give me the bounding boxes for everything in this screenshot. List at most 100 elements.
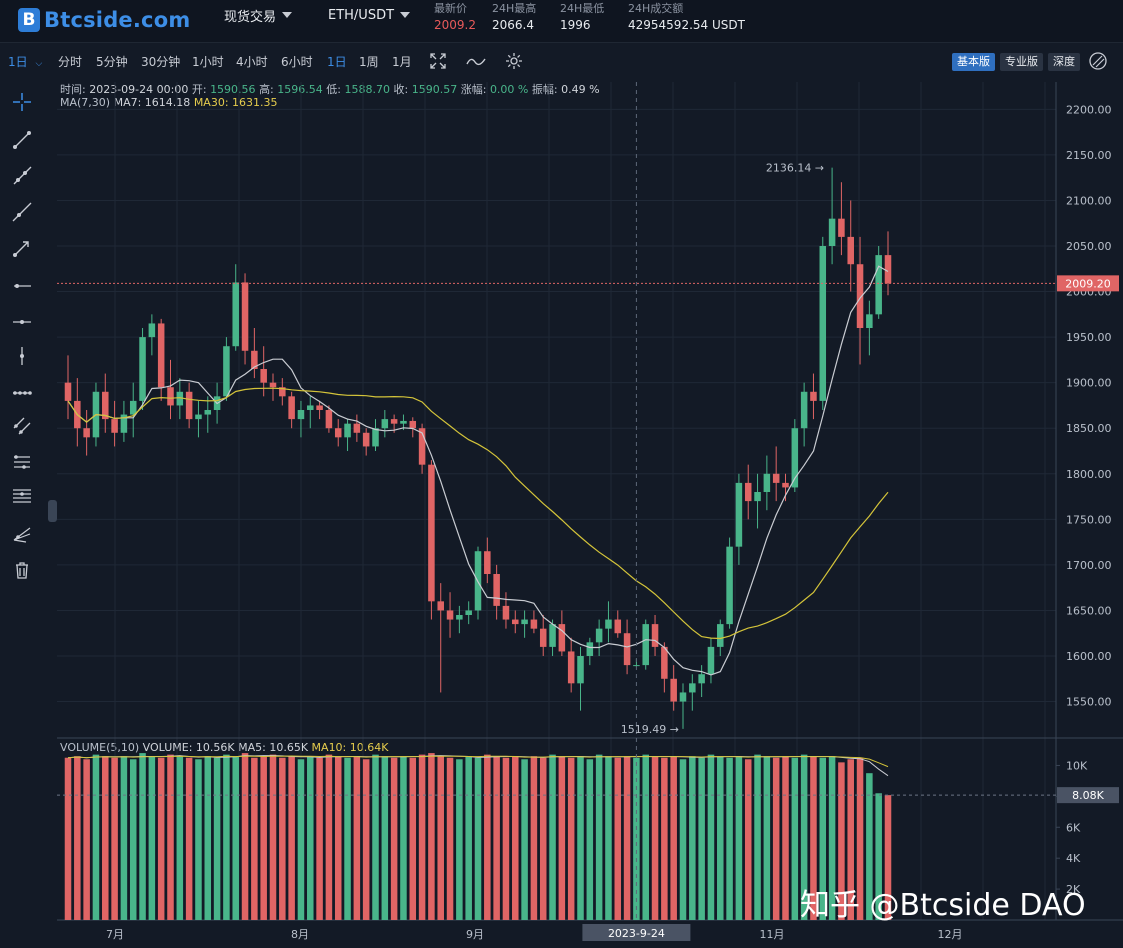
interval-tab[interactable]: 1月 xyxy=(392,55,412,69)
candle-body xyxy=(800,391,808,429)
candle-body xyxy=(661,646,668,679)
fibonacci-icon[interactable] xyxy=(12,452,32,472)
mode-basic-button[interactable]: 基本版 xyxy=(952,53,995,71)
price-tick-label: 2050.00 xyxy=(1066,240,1112,253)
parallel-line-icon[interactable] xyxy=(12,416,32,436)
volume-bar xyxy=(372,754,379,920)
price-tick-label: 1800.00 xyxy=(1066,468,1112,481)
candle-body xyxy=(325,410,333,429)
interval-tab[interactable]: 1小时 xyxy=(192,55,224,69)
volume-bar xyxy=(689,756,696,920)
candle-body xyxy=(539,628,547,647)
candle-body xyxy=(269,382,277,388)
candle-body xyxy=(484,551,491,574)
volume-bar xyxy=(400,756,407,920)
candle-body xyxy=(847,236,854,265)
interval-tab[interactable]: 5分钟 xyxy=(96,55,128,69)
candle-body xyxy=(679,692,687,702)
amplitude-value: 0.49 % xyxy=(561,83,600,96)
price-channel-icon[interactable] xyxy=(12,380,32,400)
price-tick-label: 2100.00 xyxy=(1066,194,1112,207)
candle-body xyxy=(726,546,733,625)
mode-pro-button[interactable]: 专业版 xyxy=(1000,53,1043,71)
volume-bar xyxy=(195,759,202,920)
crosshair-icon[interactable] xyxy=(12,92,32,112)
current-volume-label: 8.08K xyxy=(1072,789,1104,802)
mode-depth-button[interactable]: 深度 xyxy=(1048,53,1080,71)
candle-body xyxy=(409,420,417,429)
current-price-badge xyxy=(1057,275,1119,292)
candle-body xyxy=(577,656,584,684)
stat-value: 42954592.54 USDT xyxy=(628,18,745,32)
period-select[interactable]: 1日 ⌵ xyxy=(8,53,42,70)
candle-body xyxy=(353,423,361,433)
pitchfork-icon[interactable] xyxy=(12,524,32,544)
settings-gear-icon[interactable] xyxy=(504,51,524,74)
price-tick-label: 1650.00 xyxy=(1066,604,1112,617)
candle-body xyxy=(418,428,426,465)
candle-body xyxy=(83,428,90,438)
arrow-line-icon[interactable] xyxy=(12,238,32,258)
price-tick-label: 1900.00 xyxy=(1066,377,1112,390)
theme-palette-icon[interactable] xyxy=(1088,51,1108,74)
multi-line-icon[interactable] xyxy=(12,486,32,506)
chart-type-icon[interactable] xyxy=(465,51,487,74)
line-segment-icon[interactable] xyxy=(12,130,32,150)
current-price-label: 2009.20 xyxy=(1065,277,1111,290)
candle-body xyxy=(623,633,631,666)
interval-tab[interactable]: 分时 xyxy=(58,55,83,69)
interval-tab[interactable]: 1周 xyxy=(359,55,379,69)
volume-bar xyxy=(772,757,780,920)
volume-bar xyxy=(232,756,239,920)
volume-bar xyxy=(465,756,472,920)
volume-bar xyxy=(437,756,444,920)
interval-tab[interactable]: 30分钟 xyxy=(141,55,181,69)
candle-body xyxy=(64,382,72,401)
stat-label: 24H最高 xyxy=(492,2,537,15)
close-value: 1590.57 xyxy=(411,83,458,96)
volume-tick-label: 10K xyxy=(1066,759,1088,772)
candle-body xyxy=(316,405,323,410)
horizontal-ray-icon[interactable] xyxy=(12,276,32,296)
interval-tab[interactable]: 6小时 xyxy=(281,55,313,69)
candle-body xyxy=(176,391,184,406)
volume-bar xyxy=(614,757,622,920)
candle-body xyxy=(279,387,286,397)
sidebar-collapse-handle[interactable] xyxy=(48,500,57,522)
open-value: 1590.56 xyxy=(210,83,256,96)
stat-label: 24H成交额 xyxy=(628,2,684,15)
spot-trade-menu[interactable]: 现货交易 xyxy=(224,6,293,25)
horizontal-line-icon[interactable] xyxy=(12,312,32,332)
volume-bar xyxy=(782,756,789,920)
max-price-label: 2136.14 → xyxy=(766,162,824,175)
volume-bar xyxy=(605,756,612,920)
volume-bar xyxy=(157,757,165,920)
interval-tab[interactable]: 1日 xyxy=(327,55,347,69)
volume-bar xyxy=(661,757,668,920)
time-tick-label: 12月 xyxy=(938,928,963,941)
ray-line-icon[interactable] xyxy=(12,166,32,186)
low-value: 1588.70 xyxy=(344,83,391,96)
brand-logo[interactable]: B Btcside.com xyxy=(18,8,190,32)
volume-bar xyxy=(726,757,733,920)
volume-bar xyxy=(502,757,510,920)
vertical-line-icon[interactable] xyxy=(12,346,32,366)
volume-bar xyxy=(167,754,174,920)
high-value: 1596.54 xyxy=(277,83,323,96)
extended-line-icon[interactable] xyxy=(12,202,32,222)
volume-bar xyxy=(269,754,277,920)
price-tick-label: 1600.00 xyxy=(1066,650,1112,663)
candle-body xyxy=(437,601,444,611)
period-select-label: 1日 xyxy=(8,55,28,69)
fullscreen-icon[interactable] xyxy=(428,51,448,74)
volume-bar xyxy=(530,756,538,920)
candle-body xyxy=(586,642,594,656)
volume-bar xyxy=(595,754,603,920)
interval-tab[interactable]: 4小时 xyxy=(236,55,268,69)
volume-bar xyxy=(241,753,249,920)
pair-selector[interactable]: ETH/USDT xyxy=(328,6,411,24)
trash-icon[interactable] xyxy=(12,560,32,580)
candle-body xyxy=(633,665,640,667)
candle-body xyxy=(642,624,649,666)
